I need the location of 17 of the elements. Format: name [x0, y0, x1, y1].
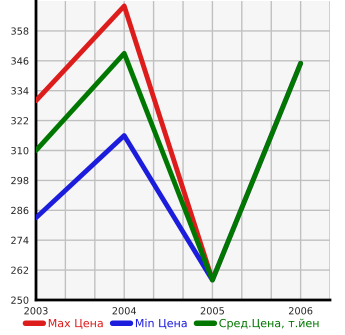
y-tick-label: 346: [11, 57, 28, 65]
y-tick-label: 262: [11, 266, 28, 274]
y-tick-label: 322: [11, 117, 28, 124]
legend-label: Min Цена: [136, 318, 187, 329]
y-tick-label: 310: [11, 146, 28, 154]
x-tick-label: 2004: [112, 307, 136, 314]
legend-label: Max Цена: [48, 319, 103, 329]
y-tick-label: 250: [11, 296, 28, 304]
x-tick-label: 2006: [288, 307, 312, 314]
x-tick-label: 2005: [200, 307, 224, 314]
y-tick-label: 274: [11, 236, 29, 244]
legend-label: Сред.Цена, т.йен: [219, 318, 319, 330]
y-tick-label: 298: [11, 176, 28, 184]
y-tick-label: 286: [11, 206, 28, 214]
y-tick-label: 358: [11, 27, 28, 35]
x-tick-label: 2003: [24, 307, 48, 314]
y-tick-label: 334: [11, 87, 29, 95]
